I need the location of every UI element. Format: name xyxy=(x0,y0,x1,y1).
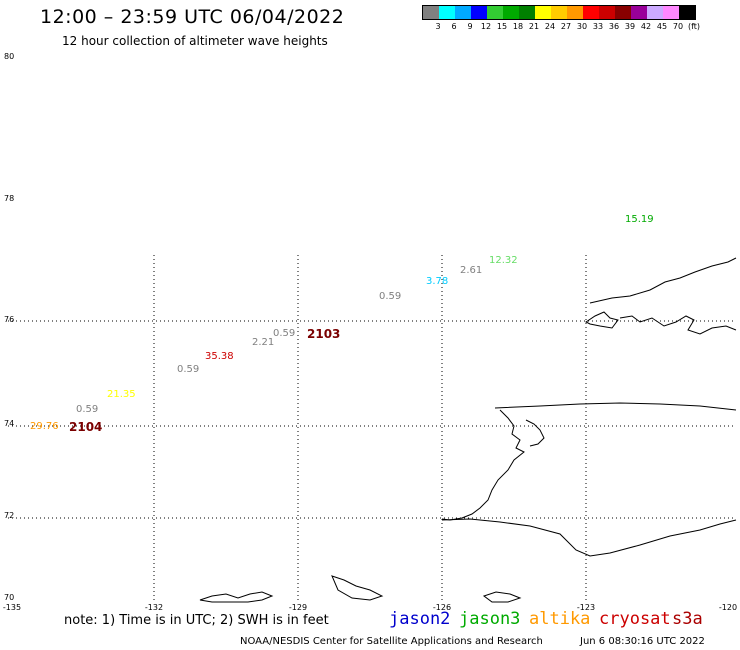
legend-label: 6 xyxy=(451,22,457,31)
legend-label: (ft) xyxy=(687,22,701,31)
lat-label: 72 xyxy=(4,511,15,520)
lat-label: 78 xyxy=(4,194,15,203)
satellite-label: jason3 xyxy=(459,609,521,629)
page-title: 12:00 – 23:59 UTC 06/04/2022 xyxy=(40,6,345,28)
graticule xyxy=(8,255,736,600)
wave-height-label: 0.59 xyxy=(273,328,296,339)
lat-label: 80 xyxy=(4,52,15,61)
wave-height-label: 15.19 xyxy=(625,214,654,225)
legend-label: 24 xyxy=(544,22,556,31)
timestamp: Jun 6 08:30:16 UTC 2022 xyxy=(580,636,705,647)
lat-label: 74 xyxy=(4,419,15,428)
legend-swatch xyxy=(503,6,519,19)
wave-height-label: 21.35 xyxy=(107,389,136,400)
lon-label: -120 xyxy=(718,603,738,612)
lon-label: -129 xyxy=(288,603,308,612)
legend-swatch xyxy=(551,6,567,19)
legend-label: 33 xyxy=(592,22,604,31)
legend-swatch xyxy=(631,6,647,19)
units-note: note: 1) Time is in UTC; 2) SWH is in fe… xyxy=(64,613,329,628)
legend-swatch xyxy=(455,6,471,19)
lat-label: 76 xyxy=(4,315,15,324)
wave-height-label: 29.76 xyxy=(30,421,59,432)
legend-swatch xyxy=(519,6,535,19)
coastline xyxy=(199,257,737,603)
legend-label: 27 xyxy=(560,22,572,31)
satellite-label: altika xyxy=(529,609,591,629)
legend-label: 42 xyxy=(640,22,652,31)
lon-label: -126 xyxy=(432,603,452,612)
legend-label: 70 xyxy=(672,22,684,31)
legend-label: 18 xyxy=(512,22,524,31)
legend-label: 12 xyxy=(480,22,492,31)
legend-swatch xyxy=(423,6,439,19)
wave-height-label: 2.61 xyxy=(460,265,483,276)
legend-swatch xyxy=(583,6,599,19)
legend-label: 21 xyxy=(528,22,540,31)
legend-swatches xyxy=(422,5,696,20)
wave-height-label: 35.38 xyxy=(205,351,234,362)
lon-label: -132 xyxy=(144,603,164,612)
legend-swatch xyxy=(439,6,455,19)
legend-swatch xyxy=(487,6,503,19)
legend-label: 9 xyxy=(467,22,473,31)
legend-swatch xyxy=(599,6,615,19)
wave-height-label: 0.59 xyxy=(379,291,402,302)
satellite-label: cryosat xyxy=(599,609,671,629)
wave-height-label: 2.21 xyxy=(252,337,275,348)
pass-label: 2103 xyxy=(307,327,341,341)
lon-label: -123 xyxy=(576,603,596,612)
page-subtitle: 12 hour collection of altimeter wave hei… xyxy=(62,34,328,48)
credit-text: NOAA/NESDIS Center for Satellite Applica… xyxy=(240,636,543,647)
lon-label: -135 xyxy=(2,603,22,612)
legend-swatch xyxy=(679,6,695,19)
legend-label: 39 xyxy=(624,22,636,31)
legend-label: 45 xyxy=(656,22,668,31)
wave-height-label: 0.59 xyxy=(76,404,99,415)
legend-swatch xyxy=(615,6,631,19)
legend-swatch xyxy=(535,6,551,19)
satellite-label: jason2 xyxy=(389,609,451,629)
satellite-label: s3a xyxy=(672,609,703,629)
legend-swatch xyxy=(471,6,487,19)
legend-swatch xyxy=(663,6,679,19)
lat-label: 70 xyxy=(4,593,15,602)
legend-swatch xyxy=(647,6,663,19)
wave-height-legend: 3 6 9 12 15 18 21 24 27 30 33 36 39 42 45 70 (ft) xyxy=(422,5,700,32)
legend-label: 15 xyxy=(496,22,508,31)
legend-swatch xyxy=(567,6,583,19)
wave-height-label: 0.59 xyxy=(177,364,200,375)
legend-label: 36 xyxy=(608,22,620,31)
legend-labels: 3 6 9 12 15 18 21 24 27 30 33 36 39 42 45 70 (ft) xyxy=(422,20,700,32)
pass-label: 2104 xyxy=(69,420,103,434)
wave-height-label: 12.32 xyxy=(489,255,518,266)
legend-label: 30 xyxy=(576,22,588,31)
legend-label: 3 xyxy=(435,22,441,31)
wave-height-label: 3.78 xyxy=(426,276,449,287)
